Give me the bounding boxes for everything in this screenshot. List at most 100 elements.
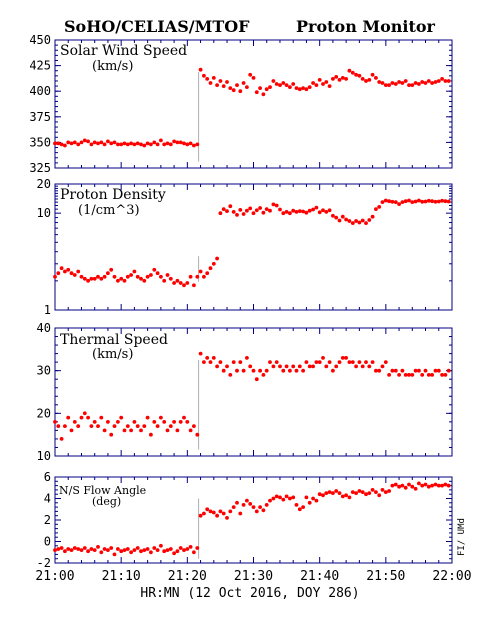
- data-point: [116, 278, 120, 283]
- data-point: [377, 493, 382, 498]
- data-point: [370, 72, 375, 77]
- data-point: [433, 199, 438, 204]
- data-point: [56, 271, 61, 276]
- data-point: [53, 274, 57, 279]
- data-point: [159, 415, 163, 420]
- data-point: [225, 209, 229, 214]
- data-point: [221, 368, 226, 373]
- data-point: [307, 208, 312, 213]
- data-point: [307, 364, 312, 369]
- data-point: [122, 428, 127, 433]
- data-point: [344, 493, 348, 498]
- data-point: [393, 482, 398, 487]
- figure-title-right: Proton Monitor: [296, 17, 436, 36]
- data-point: [380, 81, 385, 85]
- data-point: [284, 83, 289, 87]
- data-point: [238, 89, 243, 94]
- panel-title: N/S Flow Angle: [59, 484, 146, 497]
- data-point: [443, 199, 448, 204]
- panel-4: 6 4 2 0 -2 N/S Flow Angle(deg): [37, 470, 453, 570]
- data-point: [245, 208, 249, 213]
- data-point: [188, 141, 193, 146]
- data-point: [89, 547, 94, 551]
- data-point: [297, 364, 302, 369]
- data-point: [281, 497, 286, 502]
- data-point: [284, 210, 289, 214]
- data-point: [152, 420, 157, 424]
- data-point: [215, 83, 220, 87]
- data-point: [99, 550, 104, 555]
- data-point: [142, 143, 147, 148]
- data-point: [202, 73, 206, 78]
- data-point: [122, 548, 127, 552]
- y-tick-label: 30: [37, 364, 51, 378]
- data-point: [109, 432, 114, 437]
- data-point: [354, 491, 358, 495]
- data-point: [370, 214, 375, 219]
- data-point: [357, 73, 362, 78]
- data-point: [387, 373, 391, 377]
- data-point: [347, 68, 352, 73]
- x-tick-label: 21:50: [366, 569, 405, 584]
- data-point: [119, 549, 124, 554]
- data-point: [238, 208, 243, 212]
- data-point: [364, 492, 368, 497]
- data-point: [393, 200, 398, 205]
- data-point: [297, 209, 302, 214]
- data-point: [145, 274, 150, 279]
- data-point: [377, 205, 382, 209]
- data-point: [274, 360, 279, 364]
- data-point: [159, 274, 163, 279]
- data-point: [407, 482, 411, 487]
- data-point: [294, 86, 299, 90]
- data-point: [235, 83, 239, 87]
- data-point: [410, 373, 415, 377]
- data-point: [106, 271, 110, 276]
- data-point: [354, 219, 358, 223]
- data-point: [168, 424, 173, 428]
- data-point: [367, 491, 372, 495]
- data-point: [152, 140, 157, 145]
- data-point: [96, 274, 100, 279]
- data-point: [258, 86, 262, 90]
- data-point: [268, 85, 272, 89]
- data-point: [261, 508, 266, 513]
- data-point: [63, 143, 67, 148]
- data-point: [185, 547, 190, 551]
- data-point: [59, 437, 64, 441]
- data-point: [168, 142, 173, 147]
- data-point: [228, 509, 233, 514]
- data-point: [102, 274, 107, 279]
- data-point: [92, 548, 97, 552]
- data-point: [374, 76, 378, 80]
- data-point: [350, 360, 355, 364]
- data-point: [218, 79, 223, 83]
- data-point: [125, 274, 130, 279]
- data-point: [446, 199, 451, 204]
- data-point: [89, 424, 94, 428]
- data-point: [231, 88, 236, 93]
- data-point: [56, 424, 61, 428]
- data-point: [231, 360, 236, 364]
- data-point: [420, 80, 425, 84]
- data-point: [192, 283, 196, 288]
- data-point: [122, 141, 127, 146]
- data-point: [340, 356, 345, 360]
- y-tick-label: 1: [44, 303, 51, 317]
- data-point: [278, 83, 282, 87]
- data-point: [188, 428, 193, 433]
- data-point: [248, 364, 253, 369]
- data-point: [400, 200, 405, 205]
- data-point: [188, 545, 193, 549]
- data-point: [301, 209, 305, 214]
- data-point: [297, 507, 302, 512]
- data-point: [188, 274, 193, 279]
- data-point: [109, 141, 114, 146]
- data-point: [281, 211, 286, 216]
- data-point: [155, 548, 160, 552]
- data-point: [225, 364, 229, 369]
- data-point: [116, 142, 120, 147]
- data-point: [364, 221, 368, 226]
- data-point: [324, 491, 329, 495]
- y-tick-label: -2: [37, 556, 51, 570]
